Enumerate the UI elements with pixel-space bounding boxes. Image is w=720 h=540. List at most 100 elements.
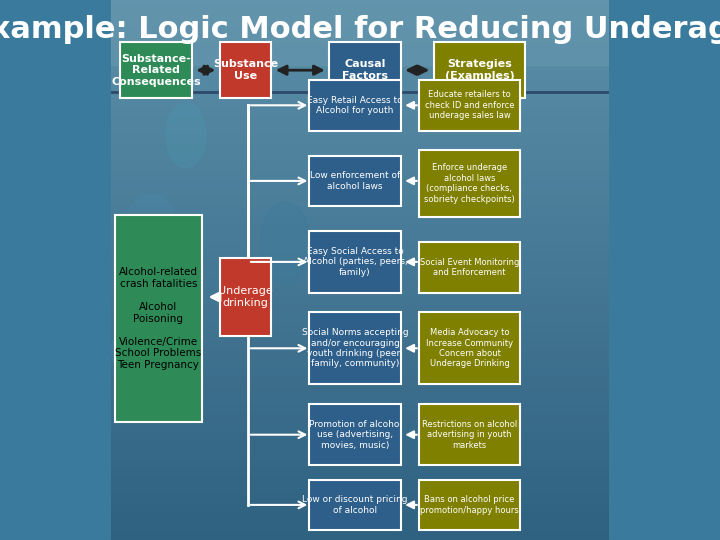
Text: Example: Logic Model for Reducing Underage: Example: Logic Model for Reducing Undera… — [0, 15, 720, 44]
Text: Low or discount pricing
of alcohol: Low or discount pricing of alcohol — [302, 495, 408, 515]
Bar — [111, 36, 609, 45]
Bar — [111, 18, 609, 27]
Text: Media Advocacy to
Increase Community
Concern about
Underage Drinking: Media Advocacy to Increase Community Con… — [426, 328, 513, 368]
Bar — [111, 459, 609, 468]
FancyBboxPatch shape — [329, 42, 401, 98]
Text: Educate retailers to
check ID and enforce
underage sales law: Educate retailers to check ID and enforc… — [425, 90, 514, 120]
Bar — [111, 360, 609, 369]
Bar — [111, 369, 609, 378]
Bar — [111, 225, 609, 234]
Bar — [111, 0, 609, 65]
Text: Strategies
(Examples): Strategies (Examples) — [444, 59, 514, 81]
Ellipse shape — [261, 202, 310, 284]
FancyBboxPatch shape — [419, 150, 521, 217]
Bar — [111, 45, 609, 54]
Bar — [111, 468, 609, 477]
FancyBboxPatch shape — [419, 312, 521, 384]
Bar — [111, 0, 609, 9]
Bar — [111, 261, 609, 270]
FancyBboxPatch shape — [115, 215, 202, 422]
Bar — [111, 531, 609, 540]
Text: Substance-
Related
Consequences: Substance- Related Consequences — [111, 53, 201, 87]
Bar — [111, 279, 609, 288]
Ellipse shape — [166, 103, 206, 167]
Bar — [111, 513, 609, 522]
FancyBboxPatch shape — [220, 42, 271, 98]
Text: Social Norms accepting
and/or encouraging
youth drinking (peer,
family, communit: Social Norms accepting and/or encouragin… — [302, 328, 408, 368]
Bar — [111, 27, 609, 36]
Bar — [111, 432, 609, 441]
Bar — [111, 198, 609, 207]
Bar — [111, 396, 609, 405]
Text: Alcohol-related
crash fatalities

Alcohol
Poisoning

Violence/Crime
School Probl: Alcohol-related crash fatalities Alcohol… — [115, 267, 202, 370]
FancyBboxPatch shape — [419, 242, 521, 293]
Bar — [111, 216, 609, 225]
Bar — [111, 504, 609, 513]
Bar — [111, 306, 609, 315]
Bar — [111, 81, 609, 90]
Bar — [111, 378, 609, 387]
Ellipse shape — [111, 324, 161, 378]
Bar — [111, 486, 609, 495]
Bar — [111, 423, 609, 432]
Bar — [111, 315, 609, 324]
Bar — [111, 288, 609, 297]
Bar — [111, 324, 609, 333]
Bar — [111, 9, 609, 18]
Bar — [111, 72, 609, 81]
FancyBboxPatch shape — [310, 156, 401, 206]
Text: Substance
Use: Substance Use — [213, 59, 278, 81]
Bar — [111, 153, 609, 162]
Text: Low enforcement of
alcohol laws: Low enforcement of alcohol laws — [310, 171, 400, 191]
Text: Restrictions on alcohol
advertising in youth
markets: Restrictions on alcohol advertising in y… — [422, 420, 517, 450]
Text: Promotion of alcohol
use (advertising,
movies, music): Promotion of alcohol use (advertising, m… — [309, 420, 402, 450]
Bar — [111, 270, 609, 279]
Bar — [111, 441, 609, 450]
Bar — [111, 126, 609, 135]
Bar — [111, 171, 609, 180]
FancyBboxPatch shape — [120, 42, 192, 98]
Text: Underage
drinking: Underage drinking — [218, 286, 273, 308]
Bar — [111, 477, 609, 486]
FancyBboxPatch shape — [310, 80, 401, 131]
FancyBboxPatch shape — [310, 231, 401, 293]
Bar — [111, 108, 609, 117]
Bar — [111, 63, 609, 72]
Bar — [111, 450, 609, 459]
Ellipse shape — [121, 194, 181, 292]
Text: Bans on alcohol price
promotion/happy hours: Bans on alcohol price promotion/happy ho… — [420, 495, 519, 515]
FancyBboxPatch shape — [310, 480, 401, 530]
Text: Easy Retail Access to
Alcohol for youth: Easy Retail Access to Alcohol for youth — [307, 96, 402, 115]
Bar — [111, 180, 609, 189]
Bar — [111, 333, 609, 342]
Bar — [111, 243, 609, 252]
Bar — [111, 387, 609, 396]
Bar — [111, 495, 609, 504]
Bar — [111, 189, 609, 198]
Bar — [111, 54, 609, 63]
FancyBboxPatch shape — [220, 258, 271, 336]
Bar — [111, 144, 609, 153]
Bar — [111, 90, 609, 99]
Bar — [111, 207, 609, 216]
Text: Easy Social Access to
Alcohol (parties, peers,
family): Easy Social Access to Alcohol (parties, … — [302, 247, 408, 277]
Text: Causal
Factors: Causal Factors — [342, 59, 388, 81]
Bar — [111, 117, 609, 126]
Text: Enforce underage
alcohol laws
(compliance checks,
sobriety checkpoints): Enforce underage alcohol laws (complianc… — [424, 164, 515, 204]
FancyBboxPatch shape — [419, 480, 521, 530]
Text: Social Event Monitoring
and Enforcement: Social Event Monitoring and Enforcement — [420, 258, 519, 277]
Bar — [111, 99, 609, 108]
Bar — [111, 351, 609, 360]
Bar — [111, 135, 609, 144]
FancyBboxPatch shape — [310, 404, 401, 465]
FancyBboxPatch shape — [419, 404, 521, 465]
Bar — [111, 342, 609, 351]
Bar — [111, 405, 609, 414]
Bar — [111, 234, 609, 243]
Bar — [111, 162, 609, 171]
Bar — [111, 414, 609, 423]
Bar — [111, 297, 609, 306]
FancyBboxPatch shape — [419, 80, 521, 131]
FancyBboxPatch shape — [310, 312, 401, 384]
FancyBboxPatch shape — [433, 42, 525, 98]
